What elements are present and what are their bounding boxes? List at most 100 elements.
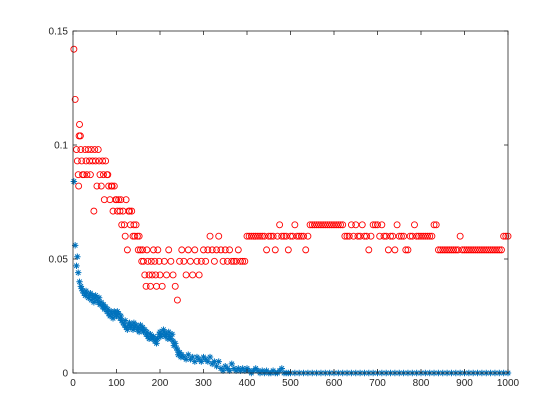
- data-point: [75, 269, 82, 276]
- data-point: [180, 257, 188, 265]
- data-point: [267, 232, 275, 240]
- data-point: [430, 221, 438, 229]
- data-point: [148, 335, 156, 342]
- data-point: [96, 301, 104, 308]
- data-point: [90, 207, 98, 215]
- data-point: [260, 232, 268, 240]
- data-point: [76, 121, 83, 128]
- data-point: [154, 335, 162, 342]
- data-point: [109, 207, 117, 215]
- x-tick-label: 0: [70, 378, 76, 389]
- data-point: [354, 232, 362, 240]
- data-point: [130, 221, 138, 229]
- data-point: [83, 171, 91, 179]
- data-point: [419, 232, 427, 240]
- data-point: [495, 246, 503, 254]
- data-point: [171, 282, 179, 290]
- data-point: [213, 246, 221, 254]
- data-point: [113, 196, 120, 204]
- data-point: [217, 246, 225, 254]
- data-point: [79, 287, 86, 295]
- data-point: [287, 232, 294, 240]
- data-point: [84, 146, 92, 154]
- data-point: [163, 271, 170, 279]
- data-point: [406, 232, 414, 240]
- data-point: [78, 157, 86, 165]
- data-point: [380, 232, 388, 240]
- data-point: [211, 358, 218, 365]
- data-point: [443, 246, 451, 254]
- data-point: [136, 246, 144, 254]
- data-point: [104, 171, 112, 179]
- data-point: [324, 221, 331, 229]
- data-point: [493, 246, 501, 254]
- data-point: [99, 157, 107, 165]
- x-axis: 0 100 200 300 400 500 600 700 800 900 1000: [70, 31, 520, 389]
- data-point: [122, 324, 130, 331]
- data-point: [114, 308, 121, 315]
- y-tick-label: 0.05: [49, 255, 69, 266]
- data-point: [142, 282, 150, 290]
- data-point: [226, 246, 234, 254]
- data-point: [274, 232, 281, 240]
- data-point: [104, 305, 111, 313]
- data-point: [86, 171, 94, 179]
- data-point: [151, 257, 159, 265]
- data-point: [195, 271, 203, 279]
- data-point: [363, 232, 371, 240]
- data-point: [117, 196, 125, 204]
- data-point: [197, 257, 205, 265]
- data-point: [123, 246, 131, 254]
- data-point: [428, 232, 436, 240]
- data-point: [153, 340, 160, 347]
- data-point: [404, 246, 412, 254]
- data-point: [80, 171, 88, 179]
- data-point: [191, 246, 199, 254]
- data-point: [147, 257, 155, 265]
- data-point: [467, 246, 475, 254]
- data-point: [76, 132, 84, 140]
- data-point: [239, 257, 247, 265]
- data-point: [302, 246, 310, 254]
- data-point: [85, 294, 92, 301]
- data-point: [345, 232, 353, 240]
- data-point: [219, 257, 227, 265]
- data-point: [374, 221, 381, 229]
- data-point: [452, 246, 460, 254]
- data-point: [371, 221, 379, 229]
- data-point: [83, 290, 91, 297]
- data-point: [193, 257, 201, 265]
- data-point: [131, 232, 139, 240]
- data-point: [127, 324, 134, 331]
- data-point: [223, 257, 231, 265]
- data-point: [347, 221, 355, 229]
- data-point: [145, 271, 153, 279]
- data-point: [395, 232, 403, 240]
- data-point: [90, 299, 98, 306]
- data-point: [328, 221, 336, 229]
- data-point: [484, 246, 492, 254]
- data-point: [228, 360, 235, 368]
- data-point: [471, 246, 479, 254]
- data-point: [93, 182, 101, 190]
- data-point: [185, 351, 192, 358]
- data-point: [210, 257, 218, 265]
- data-point: [206, 353, 214, 361]
- data-point: [215, 232, 223, 240]
- data-point: [152, 271, 160, 279]
- data-point: [271, 246, 279, 254]
- data-point: [147, 331, 154, 338]
- data-point: [168, 331, 176, 338]
- data-point: [77, 283, 85, 290]
- data-point: [109, 315, 117, 322]
- data-point: [437, 246, 445, 254]
- data-point: [254, 232, 262, 240]
- data-point: [156, 271, 164, 279]
- data-point: [282, 232, 290, 240]
- data-point: [96, 171, 104, 179]
- data-point: [384, 246, 392, 254]
- data-point: [221, 246, 229, 254]
- data-point: [463, 246, 471, 254]
- data-point: [480, 246, 488, 254]
